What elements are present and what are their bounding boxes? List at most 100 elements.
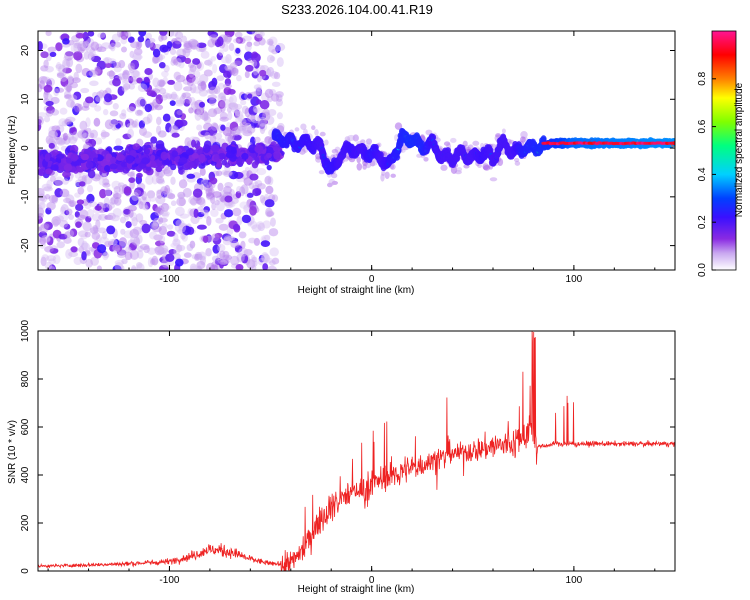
- spectrogram-cell-189: [161, 70, 169, 78]
- spectrogram-cell-754: [264, 175, 272, 185]
- spectrogram-cell-466: [152, 217, 161, 227]
- spectrogram-cell-1072: [41, 236, 51, 244]
- spectrogram-cell-248: [128, 205, 137, 212]
- spectrogram-cell-593: [186, 73, 196, 83]
- spectrogram-cell-1147: [222, 254, 233, 261]
- spectrogram-ytick-label-3: 10: [20, 93, 31, 105]
- spectrogram-cell-1227: [140, 202, 148, 210]
- spectrogram-cell-52: [112, 265, 122, 270]
- spectrogram-cell-1161: [223, 70, 231, 78]
- spectrogram-cell-1307: [161, 223, 168, 229]
- spectrogram-cell-1334: [239, 201, 249, 209]
- spectrogram-cell-789: [104, 62, 112, 68]
- spectrogram-cell-774: [244, 43, 252, 52]
- spectrogram-cell-295: [135, 262, 143, 269]
- spectrogram-cell-888: [196, 107, 205, 115]
- spectrogram-cell-588: [108, 238, 118, 246]
- spectrogram-cell-283: [101, 42, 112, 49]
- spectrogram-cell-2166: [45, 168, 53, 175]
- spectrogram-cell-145: [77, 237, 85, 247]
- spectrogram-cell-535: [129, 242, 137, 251]
- spectrogram-cell-909: [91, 225, 98, 236]
- spectrogram-cell-408: [229, 237, 239, 244]
- spectrogram-cell-1629: [190, 139, 197, 148]
- spectrogram-cell-1048: [250, 254, 256, 265]
- spectrogram-cell-2266: [210, 144, 220, 153]
- spectrogram-cell-2287: [71, 154, 78, 161]
- spectrogram-cell-582: [212, 191, 222, 198]
- spectrogram-cell-1041: [125, 246, 132, 253]
- spectrogram-cell-861: [87, 52, 95, 61]
- spectrogram-cell-941: [146, 113, 153, 124]
- spectrogram-cell-243: [228, 96, 234, 103]
- spectrogram-cell-320: [65, 83, 72, 94]
- spectrogram-cell-1125: [61, 192, 70, 198]
- spectrogram-cell-1103: [226, 106, 232, 113]
- spectrogram-cell-89: [59, 107, 68, 115]
- spectrogram-cell-1122: [69, 228, 78, 237]
- spectrogram-cell-613: [86, 70, 93, 78]
- spectrogram-cell-1317: [65, 208, 73, 216]
- spectrogram-cell-282: [111, 33, 121, 43]
- spectrogram-cell-459: [246, 31, 256, 35]
- spectrogram-cell-586: [214, 200, 220, 206]
- spectrogram-cell-594: [94, 137, 103, 145]
- spectrogram-cell-816: [66, 85, 72, 93]
- spectrogram-cell-309: [223, 185, 232, 195]
- spectrogram-cell-718: [135, 234, 143, 245]
- spectrogram-xtick-label-2: 100: [566, 274, 583, 285]
- spectrogram-cell-745: [173, 81, 183, 92]
- spectrogram-cell-107: [190, 42, 197, 50]
- spectrogram-cell-912: [202, 235, 209, 243]
- spectrogram-cell-1291: [150, 258, 156, 265]
- spectrogram-cell-90: [250, 119, 257, 129]
- spectrogram-cell-682: [82, 39, 89, 49]
- spectrogram-cell-1033: [73, 42, 81, 53]
- spectrogram-cell-1131: [52, 218, 59, 228]
- spectrogram-cell-906: [165, 122, 172, 133]
- spectrogram-cell-863: [82, 221, 92, 232]
- spectrogram-cell-526: [123, 230, 134, 239]
- spectrogram-cell-873: [179, 213, 190, 219]
- spectrogram-cell-655: [50, 109, 60, 116]
- spectrogram-cell-766: [133, 118, 140, 129]
- spectrogram-cell-647: [96, 60, 107, 70]
- spectrogram-cell-1554: [302, 128, 308, 135]
- spectrogram-cell-98: [275, 44, 281, 54]
- spectrogram-ytick-label-4: 20: [20, 45, 31, 57]
- spectrogram-cell-361: [51, 216, 61, 226]
- spectrogram-cell-71: [132, 70, 140, 78]
- spectrogram-cell-1037: [95, 96, 102, 102]
- spectrogram-cell-1154: [100, 173, 108, 180]
- spectrogram-cell-482: [217, 243, 226, 253]
- spectrogram-cell-870: [89, 227, 99, 234]
- spectrogram-cell-874: [209, 264, 219, 270]
- spectrogram-cell-2281: [116, 154, 125, 161]
- spectrogram-cell-983: [56, 87, 65, 93]
- spectrogram-cell-552: [92, 225, 99, 233]
- spectrogram-cell-1053: [81, 251, 87, 261]
- spectrogram-cell-1113: [157, 79, 166, 87]
- spectrogram-cell-389: [205, 187, 213, 197]
- spectrogram-cell-1426: [454, 170, 462, 175]
- spectrogram-cell-209: [149, 221, 159, 230]
- spectrogram-cell-365: [43, 90, 49, 100]
- spectrogram-cell-1382: [326, 182, 333, 188]
- spectrogram-cell-195: [257, 222, 266, 232]
- spectrogram-cell-947: [203, 69, 213, 77]
- spectrogram-cell-398: [155, 207, 163, 214]
- spectrogram-cell-570: [138, 31, 147, 37]
- spectrogram-cell-743: [265, 207, 273, 218]
- spectrogram-cell-953: [98, 176, 105, 186]
- spectrogram-cell-1036: [236, 185, 243, 193]
- spectrogram-cell-1078: [192, 86, 203, 94]
- spectrogram-cell-1246: [145, 39, 154, 49]
- spectrogram-cell-1304: [171, 132, 180, 138]
- spectrogram-cell-1255: [130, 69, 141, 79]
- spectrogram-cell-756: [176, 244, 183, 253]
- spectrogram-cell-171: [175, 97, 186, 105]
- spectrogram-cell-1278: [81, 132, 90, 143]
- spectrogram-cell-1325: [96, 46, 107, 53]
- spectrogram-cell-1308: [183, 252, 192, 258]
- spectrogram-cell-785: [207, 94, 218, 100]
